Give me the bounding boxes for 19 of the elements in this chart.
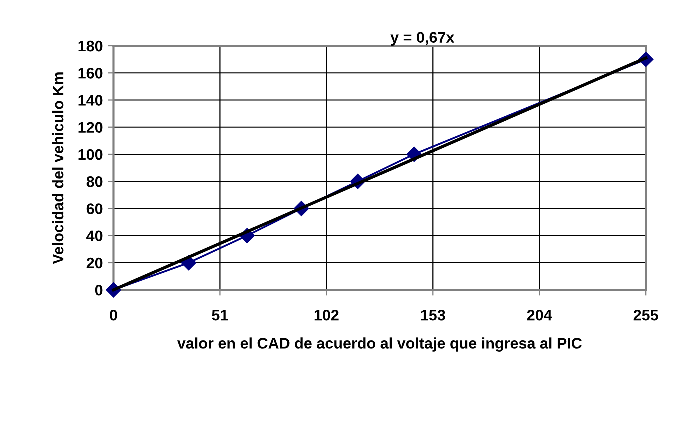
x-tick-label: 102: [314, 310, 339, 321]
x-axis-title: valor en el CAD de acuerdo al voltaje que ingresa al PIC: [177, 338, 582, 352]
y-tick-label: 140: [78, 95, 103, 106]
y-tick-label: 160: [78, 68, 103, 79]
annotation: y = 0,67x: [390, 32, 455, 46]
y-tick-label: 120: [78, 122, 103, 134]
x-tick-label: 0: [110, 310, 118, 321]
x-tick-label: 153: [421, 310, 446, 321]
y-tick-label: 40: [86, 230, 103, 242]
y-tick-label: 80: [86, 176, 103, 188]
y-tick-label: 20: [86, 258, 103, 269]
y-tick-label: 180: [78, 40, 103, 52]
y-axis-title: Velocidad del vehiculo Km: [52, 72, 64, 264]
x-tick-label: 204: [527, 310, 552, 321]
x-tick-label: 255: [634, 310, 658, 321]
y-tick-label: 60: [86, 204, 103, 214]
y-tick-label: 100: [78, 149, 103, 160]
y-tick-label: 0: [95, 284, 103, 296]
x-tick-label: 51: [212, 310, 228, 321]
